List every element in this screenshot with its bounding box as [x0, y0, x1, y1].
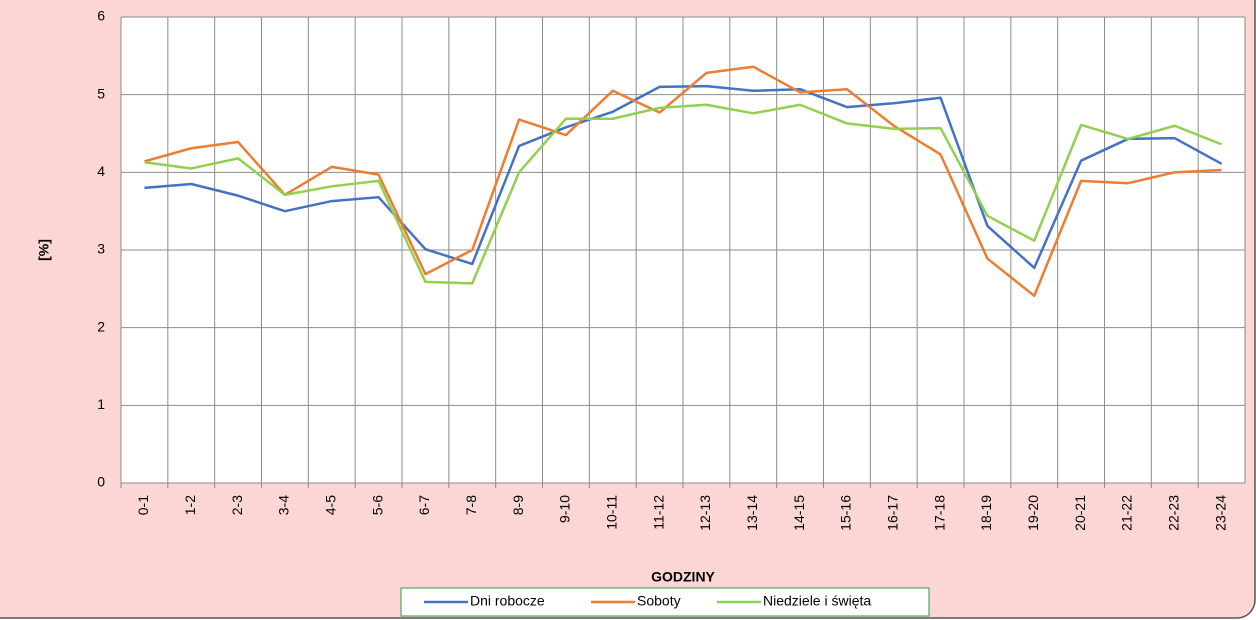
x-axis-label: GODZINY: [651, 569, 715, 585]
y-tick-label: 1: [97, 396, 105, 412]
x-tick-label: 11-12: [650, 495, 666, 530]
x-tick-label: 10-11: [603, 495, 619, 530]
x-tick-label: 14-15: [791, 495, 807, 531]
x-tick-label: 20-21: [1072, 495, 1088, 531]
y-axis-label: [%]: [36, 239, 52, 261]
x-tick-label: 17-18: [931, 495, 947, 531]
x-tick-label: 4-5: [322, 495, 338, 515]
x-tick-label: 12-13: [697, 495, 713, 531]
x-tick-label: 6-7: [416, 495, 432, 515]
x-tick-label: 8-9: [510, 495, 526, 515]
x-tick-label: 15-16: [838, 495, 854, 531]
legend-label: Dni robocze: [470, 593, 545, 609]
x-tick-label: 7-8: [463, 495, 479, 515]
legend-label: Niedziele i święta: [763, 593, 871, 609]
y-tick-label: 3: [97, 241, 105, 257]
y-tick-label: 2: [97, 318, 105, 334]
y-tick-label: 4: [97, 163, 105, 179]
x-tick-label: 18-19: [978, 495, 994, 531]
legend: [400, 587, 930, 617]
y-tick-label: 5: [97, 85, 105, 101]
x-tick-label: 9-10: [557, 495, 573, 523]
x-tick-label: 3-4: [276, 495, 292, 515]
series-line: [144, 103, 1223, 285]
x-tick-label: 5-6: [369, 495, 385, 515]
x-tick-label: 1-2: [182, 495, 198, 515]
series-line: [144, 84, 1223, 270]
x-tick-label: 21-22: [1119, 495, 1135, 531]
series-line: [144, 65, 1222, 298]
y-tick-label: 6: [97, 8, 105, 24]
legend-label: Soboty: [637, 593, 681, 609]
x-tick-label: 16-17: [884, 495, 900, 531]
x-tick-label: 22-23: [1165, 495, 1181, 531]
y-tick-label: 0: [97, 474, 105, 490]
x-tick-label: 13-14: [744, 495, 760, 531]
x-tick-label: 2-3: [229, 495, 245, 515]
x-tick-label: 23-24: [1212, 495, 1228, 531]
x-tick-label: 19-20: [1025, 495, 1041, 531]
x-tick-label: 0-1: [135, 495, 151, 515]
